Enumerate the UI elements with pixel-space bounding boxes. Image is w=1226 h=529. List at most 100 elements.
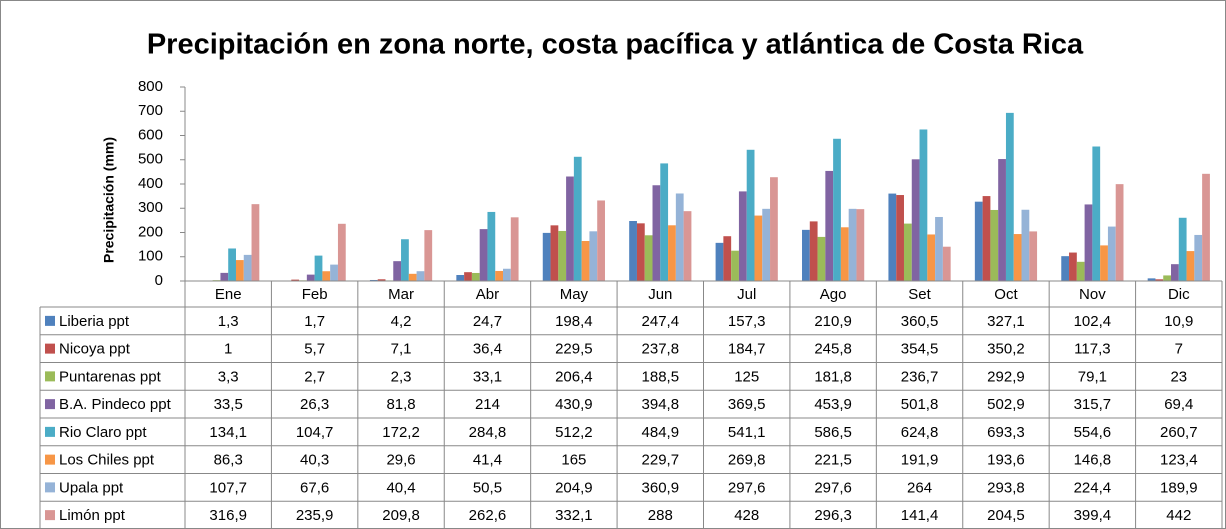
- legend-key: [45, 510, 55, 521]
- bar: [228, 248, 236, 281]
- bar: [1005, 112, 1014, 281]
- table-cell: 394,8: [642, 396, 680, 413]
- bar: [337, 223, 346, 281]
- table-cell: 229,7: [642, 452, 680, 469]
- x-tick-label: Jun: [648, 286, 672, 303]
- bar: [424, 230, 433, 281]
- table-cell: 125: [734, 368, 759, 385]
- bar: [738, 191, 747, 281]
- bar: [683, 211, 692, 281]
- table-cell: 350,2: [987, 341, 1025, 358]
- bar: [550, 225, 559, 281]
- bar: [1171, 264, 1179, 281]
- bar: [566, 176, 574, 281]
- table-cell: 134,1: [209, 424, 247, 441]
- bar: [314, 255, 323, 281]
- table-cell: 165: [561, 452, 586, 469]
- y-tick-label: 400: [138, 175, 163, 192]
- table-cell: 26,3: [300, 396, 329, 413]
- bar: [1147, 278, 1156, 281]
- legend-label: Puntarenas ppt: [59, 368, 162, 385]
- table-cell: 5,7: [304, 341, 325, 358]
- bar: [471, 272, 480, 281]
- bar: [1202, 173, 1210, 281]
- table-cell: 193,6: [987, 452, 1025, 469]
- bar: [911, 159, 920, 281]
- table-cell: 260,7: [1160, 424, 1198, 441]
- bar: [393, 261, 402, 281]
- bar: [974, 201, 983, 281]
- bar: [1021, 209, 1030, 281]
- bar: [825, 170, 834, 281]
- bar: [1186, 251, 1195, 281]
- bar: [1076, 261, 1085, 281]
- table-cell: 29,6: [386, 452, 415, 469]
- table-cell: 264: [907, 479, 932, 496]
- bar: [1155, 279, 1164, 281]
- table-cell: 235,9: [296, 507, 334, 524]
- bar: [1013, 234, 1022, 281]
- table-cell: 229,5: [555, 341, 593, 358]
- table-cell: 586,5: [814, 424, 852, 441]
- legend-key: [45, 454, 55, 465]
- table-cell: 236,7: [901, 368, 939, 385]
- x-tick-label: Ago: [820, 286, 847, 303]
- y-tick-label: 0: [155, 272, 163, 289]
- table-cell: 117,3: [1074, 341, 1110, 358]
- table-cell: 269,8: [728, 452, 766, 469]
- x-tick-label: Ene: [215, 286, 242, 303]
- bar: [581, 240, 590, 281]
- table-cell: 624,8: [901, 424, 939, 441]
- x-tick-label: Nov: [1079, 286, 1106, 303]
- table-cell: 288: [648, 507, 673, 524]
- bar: [597, 200, 605, 281]
- legend-label: Liberia ppt: [59, 313, 130, 330]
- bar: [715, 242, 724, 281]
- table-cell: 541,1: [728, 424, 766, 441]
- y-tick-label: 600: [138, 126, 163, 143]
- bar: [762, 208, 771, 281]
- bar: [1178, 217, 1187, 281]
- table-cell: 512,2: [555, 424, 593, 441]
- table-cell: 369,5: [728, 396, 766, 413]
- bar: [1100, 245, 1108, 281]
- table-cell: 332,1: [555, 507, 593, 524]
- table-cell: 172,2: [382, 424, 420, 441]
- bar: [896, 195, 904, 281]
- table-cell: 245,8: [814, 341, 852, 358]
- x-tick-label: Jul: [737, 286, 756, 303]
- legend-label: Nicoya ppt: [59, 341, 131, 358]
- x-tick-label: Dic: [1168, 286, 1190, 303]
- x-tick-label: Set: [908, 286, 931, 303]
- bar: [1092, 146, 1101, 281]
- bar: [251, 204, 260, 281]
- table-cell: 107,7: [209, 479, 247, 496]
- bar: [652, 185, 661, 281]
- table-cell: 209,8: [382, 507, 420, 524]
- table-cell: 123,4: [1160, 452, 1198, 469]
- table-cell: 214: [475, 396, 500, 413]
- table-cell: 224,4: [1074, 479, 1112, 496]
- x-tick-label: Mar: [388, 286, 414, 303]
- bar: [817, 236, 826, 281]
- table-cell: 198,4: [555, 313, 593, 330]
- bar: [369, 279, 378, 281]
- table-cell: 40,4: [386, 479, 415, 496]
- table-cell: 297,6: [728, 479, 766, 496]
- bar: [1163, 275, 1172, 281]
- legend-key: [45, 343, 55, 354]
- table-cell: 104,7: [296, 424, 334, 441]
- bar: [306, 274, 315, 281]
- bar: [510, 217, 519, 281]
- y-tick-label: 500: [138, 151, 163, 168]
- bar: [731, 250, 739, 281]
- table-cell: 453,9: [814, 396, 852, 413]
- legend-label: B.A. Pindeco ppt: [59, 396, 172, 413]
- bar: [1115, 184, 1124, 281]
- table-cell: 315,7: [1074, 396, 1112, 413]
- bar: [723, 236, 732, 281]
- table-cell: 33,5: [214, 396, 243, 413]
- table-cell: 146,8: [1074, 452, 1112, 469]
- table-cell: 2,3: [391, 368, 412, 385]
